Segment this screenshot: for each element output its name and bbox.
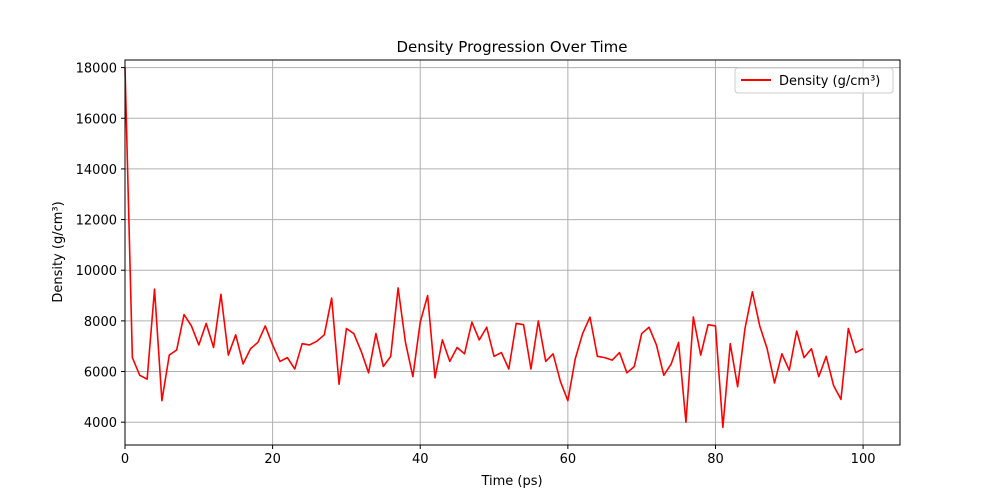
legend-label: Density (g/cm³)	[779, 74, 880, 89]
grid-lines	[124, 60, 900, 445]
chart-title: Density Progression Over Time	[397, 38, 628, 56]
axes-frame	[124, 59, 901, 446]
legend: Density (g/cm³)	[734, 67, 894, 94]
y-tick-label: 12000	[76, 214, 117, 229]
x-tick-label: 40	[412, 452, 429, 467]
x-axis-ticks: 0 20 40 60 80 100	[121, 445, 876, 467]
series-layer	[124, 67, 864, 429]
y-axis-label: Density (g/cm³)	[51, 201, 66, 302]
x-tick-label: 60	[560, 452, 577, 467]
density-series-line	[124, 67, 864, 429]
x-tick-label: 0	[121, 452, 129, 467]
x-tick-label: 100	[851, 452, 876, 467]
y-tick-label: 16000	[76, 112, 117, 127]
x-tick-label: 20	[264, 452, 281, 467]
x-tick-label: 80	[707, 452, 724, 467]
x-axis-label: Time (ps)	[480, 474, 542, 489]
y-tick-label: 14000	[76, 163, 117, 178]
y-tick-label: 18000	[76, 62, 117, 77]
y-tick-label: 10000	[76, 264, 117, 279]
y-tick-label: 6000	[84, 366, 117, 381]
y-tick-label: 8000	[84, 315, 117, 330]
y-tick-label: 4000	[84, 416, 117, 431]
legend-box	[734, 67, 894, 94]
y-axis-ticks: 4000 6000 8000 10000 12000 14000 16000 18000	[76, 62, 125, 431]
